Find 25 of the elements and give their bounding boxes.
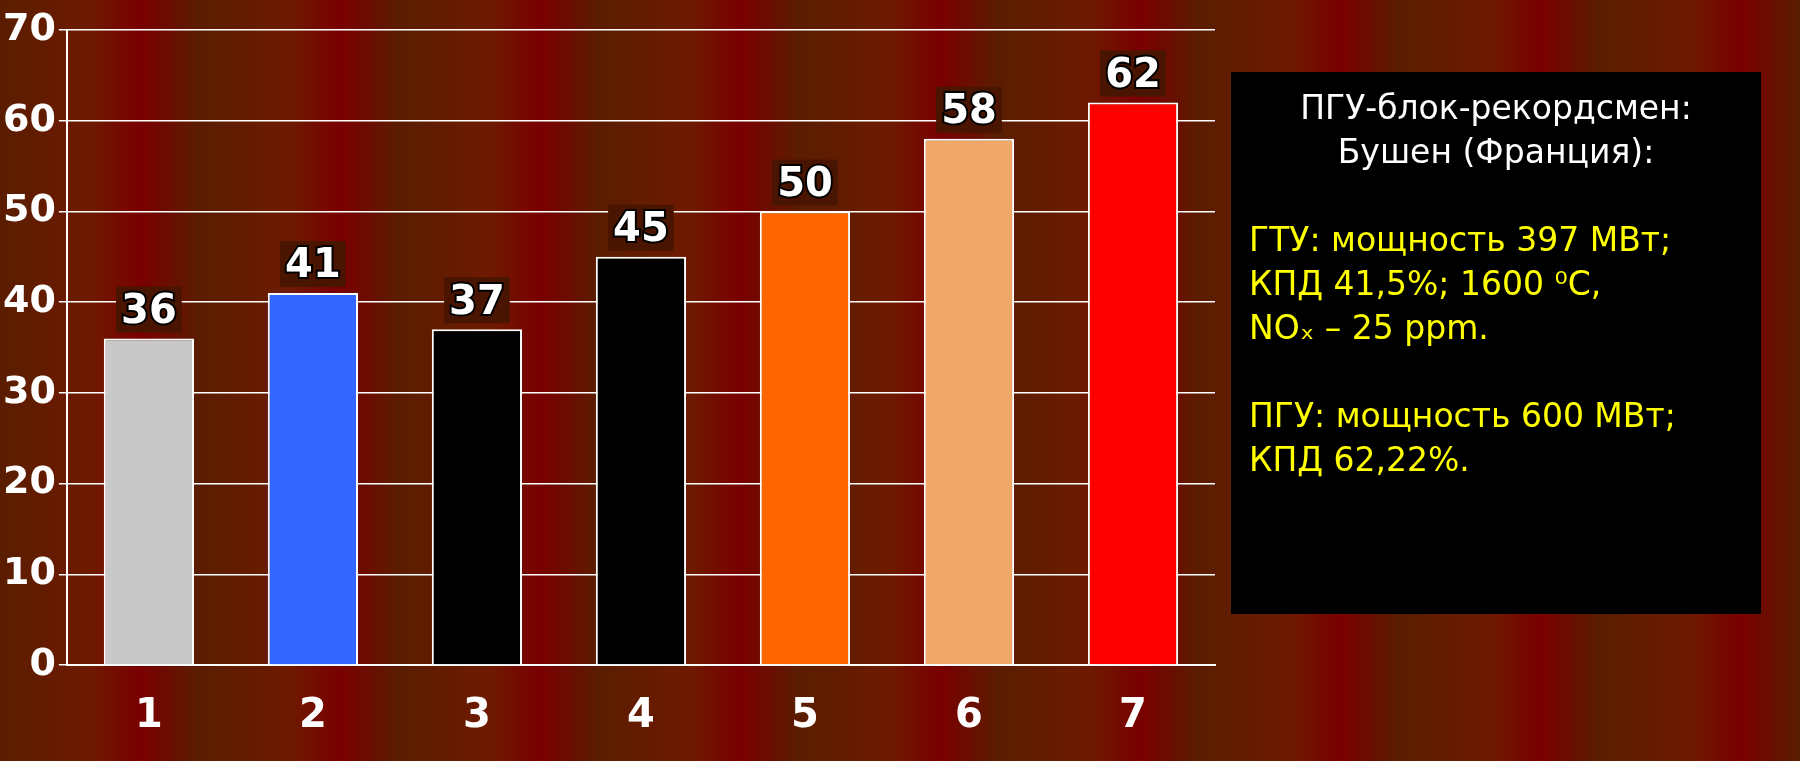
x-tick-label: 4 (627, 690, 655, 737)
text: ПГУ-блок-рекордсмен: Бушен (Франция): (1299, 87, 1693, 173)
data-label: 37 (449, 276, 505, 323)
y-tick-label: 30 (2, 367, 56, 412)
data-label: 58 (941, 86, 997, 133)
data-label: 62 (1105, 49, 1161, 96)
y-tick-label: 0 (29, 639, 56, 684)
x-tick-label: 3 (463, 690, 491, 737)
x-tick-label: 2 (298, 690, 327, 737)
x-tick-label: 1 (134, 690, 163, 737)
data-label: 45 (613, 204, 669, 251)
data-label: 41 (285, 240, 341, 287)
y-tick-label: 20 (2, 458, 56, 503)
data-label: 50 (777, 158, 833, 205)
x-tick-label: 6 (955, 690, 983, 737)
x-tick-label: 5 (791, 690, 819, 737)
y-tick-label: 60 (2, 95, 56, 140)
y-tick-label: 50 (2, 186, 56, 231)
text: ГТУ: мощность 397 МВт; КПД 41,5%; 1600 ⁰C, NOₓ – 25 ppm. (1249, 219, 1673, 349)
y-tick-label: 10 (2, 549, 56, 594)
text: ПГУ: мощность 600 МВт; КПД 62,22%. (1249, 395, 1677, 481)
data-label: 36 (121, 285, 177, 332)
y-tick-label: 70 (2, 4, 56, 49)
y-tick-label: 40 (2, 277, 56, 322)
x-tick-label: 7 (1119, 690, 1147, 737)
